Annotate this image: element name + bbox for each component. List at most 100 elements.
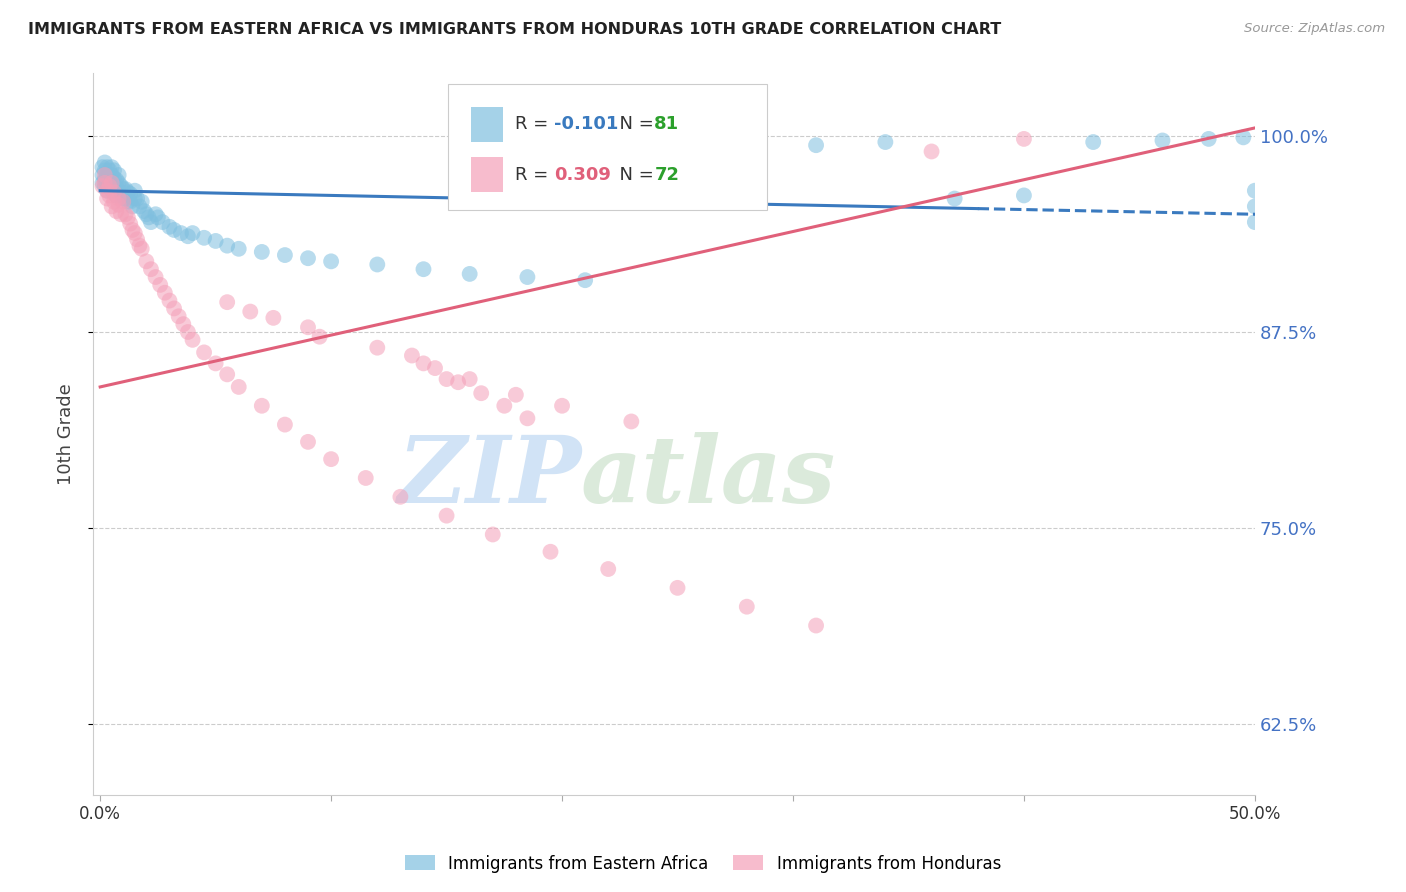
Point [117, 211, 139, 225]
Point [250, 244, 273, 259]
Point [94, 176, 117, 190]
Point [516, 270, 538, 285]
Point [1012, 132, 1035, 146]
Point [117, 186, 139, 200]
Text: IMMIGRANTS FROM EASTERN AFRICA VS IMMIGRANTS FROM HONDURAS 10TH GRADE CORRELATIO: IMMIGRANTS FROM EASTERN AFRICA VS IMMIGR… [28, 22, 1001, 37]
Bar [471, 107, 503, 142]
Point [98, 163, 121, 178]
Point [574, 273, 596, 287]
Point [96, 184, 118, 198]
Point [494, 399, 516, 413]
Point [100, 199, 122, 213]
Point [127, 232, 149, 246]
Point [250, 399, 273, 413]
Point [96, 184, 118, 198]
Text: atlas: atlas [581, 433, 837, 523]
Point [100, 168, 122, 182]
Point [481, 527, 503, 541]
Point [921, 145, 943, 159]
Point [458, 267, 481, 281]
Point [1012, 188, 1035, 202]
Point [620, 414, 643, 428]
Point [228, 242, 250, 256]
Point [181, 226, 204, 240]
Point [551, 399, 574, 413]
Point [149, 277, 172, 292]
Point [127, 192, 149, 206]
Point [105, 204, 128, 219]
Point [145, 270, 167, 285]
Point [401, 349, 423, 363]
Point [100, 160, 122, 174]
Point [107, 192, 129, 206]
Point [98, 179, 121, 194]
Point [103, 163, 125, 178]
Point [110, 207, 132, 221]
Point [94, 163, 117, 178]
Point [319, 254, 342, 268]
Point [135, 254, 157, 268]
Point [540, 545, 562, 559]
Point [107, 168, 129, 182]
Point [170, 226, 193, 240]
Point [98, 188, 121, 202]
Point [804, 138, 827, 153]
Point [120, 186, 142, 201]
Point [1198, 132, 1220, 146]
Point [96, 192, 118, 206]
Point [297, 320, 319, 334]
Text: -0.101: -0.101 [554, 115, 619, 133]
Point [217, 238, 239, 252]
Point [117, 194, 139, 209]
Point [204, 356, 226, 370]
Point [94, 172, 117, 186]
Point [943, 192, 966, 206]
Bar [471, 158, 503, 192]
Point [112, 182, 135, 196]
Point [217, 295, 239, 310]
Point [107, 176, 129, 190]
Text: N =: N = [607, 166, 659, 184]
Point [163, 301, 186, 316]
Point [145, 207, 167, 221]
Point [239, 304, 262, 318]
Point [139, 215, 162, 229]
Point [297, 434, 319, 449]
Point [120, 194, 142, 209]
Text: N =: N = [607, 115, 659, 133]
Point [139, 262, 162, 277]
Point [458, 372, 481, 386]
Point [204, 234, 226, 248]
Point [96, 176, 118, 190]
Point [354, 471, 377, 485]
Point [713, 141, 735, 155]
Point [436, 508, 458, 523]
Point [274, 248, 297, 262]
Point [98, 179, 121, 194]
Point [91, 176, 114, 190]
Point [105, 188, 128, 202]
Point [412, 356, 434, 370]
Point [516, 411, 538, 425]
Point [319, 452, 342, 467]
Point [875, 135, 897, 149]
Point [114, 207, 136, 221]
Point [1244, 184, 1267, 198]
Point [308, 329, 330, 343]
Text: R =: R = [515, 115, 554, 133]
Point [105, 172, 128, 186]
Point [643, 145, 665, 159]
Point [100, 176, 122, 190]
Point [412, 262, 434, 277]
Point [100, 176, 122, 190]
Point [103, 194, 125, 209]
Point [1232, 130, 1254, 145]
Point [193, 231, 215, 245]
Point [114, 192, 136, 206]
Text: 81: 81 [654, 115, 679, 133]
Point [131, 194, 153, 209]
Point [138, 211, 160, 225]
Legend: Immigrants from Eastern Africa, Immigrants from Honduras: Immigrants from Eastern Africa, Immigran… [398, 848, 1008, 880]
Point [666, 581, 689, 595]
Point [132, 204, 155, 219]
